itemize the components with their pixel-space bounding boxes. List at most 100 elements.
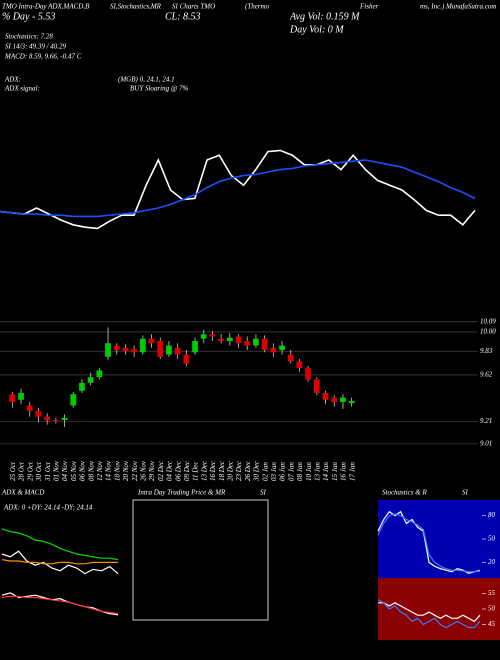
x-tick-label: 11 Dec [192, 461, 200, 481]
candle-body [26, 405, 33, 412]
x-tick-label: 04 Nov [61, 460, 69, 481]
x-tick-label: 06 Jan [279, 462, 287, 481]
candle-body [139, 338, 146, 353]
candle-body [157, 341, 164, 357]
candle-body [244, 341, 251, 346]
candle-body [70, 394, 77, 406]
adx-text: ADX: [4, 76, 21, 84]
x-tick-label: 16 Jan [340, 462, 348, 481]
x-tick-label: 04 Dec [166, 460, 174, 481]
header-text: SI Charts TMO [172, 3, 215, 11]
candle-body [61, 417, 68, 421]
macd-text: MACD: 8.59, 9.66, -0.47 C [4, 53, 82, 61]
header-text: ms, Inc.) MunafaSutra.com [420, 3, 496, 11]
x-tick-label: 10 Jan [305, 462, 313, 481]
x-tick-label: 25 Oct [9, 461, 17, 481]
x-tick-label: 14 Jan [322, 462, 330, 481]
panel-title: SI [462, 489, 469, 497]
candle-body [87, 377, 94, 383]
series-line [1, 550, 119, 575]
x-tick-label: 18 Dec [218, 460, 226, 481]
panel-title: Intra Day Trading Price & MR [137, 489, 226, 497]
series-line [377, 599, 481, 629]
y-tick-label: 50 [488, 605, 496, 613]
signal-text: BUY Sloaring @ 7% [130, 85, 189, 93]
x-tick-label: 09 Dec [183, 460, 191, 481]
candle-body [52, 420, 59, 422]
y-tick-label: 10.09 [480, 317, 496, 325]
candle-body [261, 338, 268, 351]
panel-title: Stochastics & R [382, 489, 427, 497]
x-tick-label: 15 Jan [331, 462, 339, 481]
series-line [1, 595, 119, 615]
x-tick-label: 20 Dec [226, 460, 234, 481]
adx-signal-text: ADX signal: [4, 85, 40, 93]
series-line [378, 602, 481, 623]
y-tick-label: 9.83 [480, 347, 493, 355]
x-tick-label: 03 Jan [270, 462, 278, 481]
day-volume: Day Vol: 0 M [289, 24, 344, 35]
y-tick-label: 55 [488, 589, 496, 597]
y-tick-label: 45 [488, 620, 496, 628]
x-tick-label: 13 Dec [200, 460, 208, 481]
x-tick-label: 23 Dec [235, 460, 243, 481]
y-tick-label: 50 [488, 535, 496, 543]
candle-body [113, 345, 120, 351]
candle-body [9, 394, 16, 403]
x-tick-label: 29 Oct [26, 461, 34, 481]
header-text: (Thermo [245, 3, 270, 11]
x-tick-label: 30 Dec [253, 460, 261, 482]
header-text: TMO Intra-Day ADX,MACD,B [2, 3, 90, 11]
candle-body [148, 338, 155, 344]
candle-body [192, 341, 198, 353]
candle-body [296, 361, 303, 369]
candle-body [18, 393, 24, 400]
adx-values: (MGB) 0, 24.1, 24.1 [118, 76, 175, 84]
series-line [377, 510, 481, 574]
y-tick-label: 9.21 [480, 417, 492, 425]
candle-body [209, 334, 216, 337]
x-tick-label: 06 Nov [79, 460, 87, 481]
panel-background [378, 500, 500, 578]
x-tick-label: 08 Nov [87, 460, 95, 481]
y-tick-label: 80 [488, 511, 496, 519]
header-text: SI,Stochastics,MR [110, 3, 162, 11]
candle-body [279, 345, 285, 351]
x-tick-label: 26 Dec [244, 460, 252, 481]
candle-body [340, 397, 346, 403]
day-change: % Day - 5.53 [2, 11, 55, 22]
avg-volume: Avg Vol: 0.159 M [289, 11, 360, 22]
si-text: SI 14/3: 49.39 / 40.29 [5, 43, 67, 51]
x-tick-label: 05 Nov [70, 460, 78, 481]
x-tick-label: 07 Jan [287, 462, 295, 481]
y-tick-label: 20 [488, 558, 496, 566]
candle-body [313, 379, 320, 393]
x-tick-label: 22 Nov [131, 460, 139, 481]
candle-body [331, 397, 338, 403]
close-price: CL: 8.53 [165, 11, 201, 22]
x-tick-label: 26 Nov [139, 460, 147, 481]
series-line [1, 559, 118, 565]
candle-body [166, 345, 172, 355]
candle-body [79, 382, 85, 391]
header-text: Fisher [359, 3, 379, 11]
x-tick-label: 08 Jan [296, 462, 304, 481]
stochastics-text: Stochastics: 7.28 [5, 33, 53, 41]
candle-body [218, 338, 225, 341]
candle-body [270, 347, 277, 353]
candle-body [183, 354, 190, 364]
x-tick-label: 18 Nov [113, 460, 121, 481]
x-tick-label: 01 Nov [52, 460, 60, 481]
x-tick-label: 29 Nov [148, 460, 156, 481]
candle-body [131, 348, 138, 353]
candle-body [226, 337, 233, 341]
candle-body [200, 334, 207, 339]
series-line [377, 513, 481, 573]
x-tick-label: 02 Dec [157, 460, 165, 481]
x-tick-label: 16 Dec [209, 460, 217, 481]
y-tick-label: 10.00 [480, 328, 496, 336]
x-tick-label: 30 Oct [35, 461, 43, 482]
series-line [0, 159, 476, 218]
candle-body [96, 370, 103, 378]
